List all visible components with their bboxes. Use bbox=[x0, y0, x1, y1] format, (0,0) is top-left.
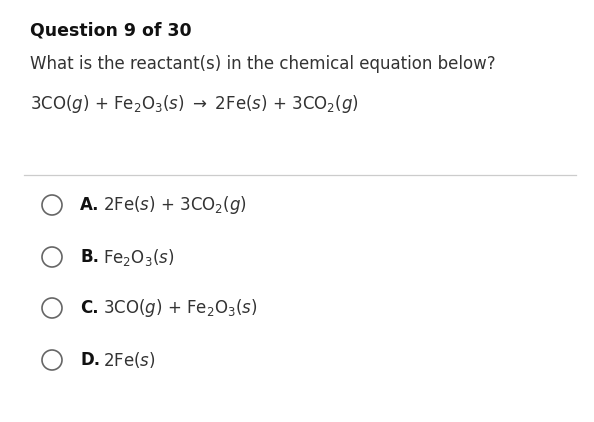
Text: $\mathregular{3CO}$($g$) $+$ $\mathregular{Fe_2O_3}$($s$) $\rightarrow$ $\mathre: $\mathregular{3CO}$($g$) $+$ $\mathregul… bbox=[30, 93, 359, 115]
Text: $\mathregular{Fe_2O_3}$($s$): $\mathregular{Fe_2O_3}$($s$) bbox=[103, 246, 174, 268]
Text: $\mathregular{2Fe}$($s$) $+$ $\mathregular{3CO_2}$($g$): $\mathregular{2Fe}$($s$) $+$ $\mathregul… bbox=[103, 194, 247, 216]
Text: What is the reactant(s) in the chemical equation below?: What is the reactant(s) in the chemical … bbox=[30, 55, 495, 73]
Text: $\mathregular{2Fe}$($s$): $\mathregular{2Fe}$($s$) bbox=[103, 350, 156, 370]
Text: $\mathregular{3CO}$($g$) $+$ $\mathregular{Fe_2O_3}$($s$): $\mathregular{3CO}$($g$) $+$ $\mathregul… bbox=[103, 297, 258, 319]
Text: C.: C. bbox=[80, 299, 99, 317]
Text: B.: B. bbox=[80, 248, 99, 266]
Text: A.: A. bbox=[80, 196, 100, 214]
Text: D.: D. bbox=[80, 351, 100, 369]
Text: Question 9 of 30: Question 9 of 30 bbox=[30, 22, 192, 40]
